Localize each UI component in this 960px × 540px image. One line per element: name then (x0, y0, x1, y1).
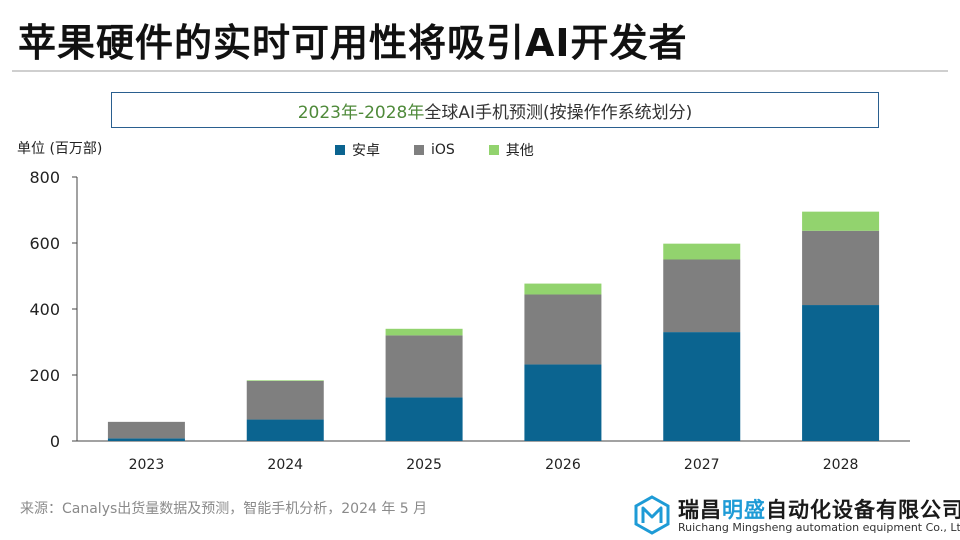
chart-title-text: 全球AI手机预测(按操作作系统划分) (424, 102, 693, 123)
bar-other-2027 (663, 243, 741, 260)
x-tick-label: 2026 (545, 457, 581, 473)
bar-other-2026 (524, 283, 602, 295)
chart-legend: 安卓 iOS 其他 (335, 140, 534, 160)
y-axis-unit-label: 单位 (百万部) (17, 141, 103, 157)
brand-watermark: 瑞昌明盛自动化设备有限公司 Ruichang Mingsheng automat… (632, 493, 960, 537)
x-tick-label: 2023 (129, 457, 165, 473)
y-tick-label: 200 (29, 366, 60, 385)
brand-name-part1: 瑞昌 (678, 498, 722, 522)
bar-other-2025 (385, 328, 463, 336)
bar-android-2023 (107, 438, 185, 441)
x-tick-label: 2025 (406, 457, 442, 473)
bar-android-2025 (385, 397, 463, 441)
page-title: 苹果硬件的实时可用性将吸引AI开发者 (18, 21, 688, 65)
bar-ios-2028 (802, 230, 880, 306)
legend-swatch-android (335, 145, 345, 155)
x-tick-label: 2024 (267, 457, 303, 473)
y-tick-label: 800 (29, 168, 60, 187)
legend-label-android: 安卓 (352, 143, 380, 159)
bar-android-2027 (663, 332, 741, 441)
legend-swatch-other (488, 145, 499, 155)
y-tick-label: 600 (29, 234, 60, 253)
bar-ios-2023 (107, 421, 185, 439)
source-note: 来源：Canalys出货量数据及预测，智能手机分析，2024 年 5 月 (20, 501, 428, 517)
x-tick-label: 2027 (684, 457, 720, 473)
bar-ios-2025 (385, 335, 463, 398)
chart-title-years: 2023年-2028年 (297, 102, 425, 123)
brand-subtitle: Ruichang Mingsheng automation equipment … (678, 521, 960, 534)
bar-other-2024 (246, 380, 324, 381)
brand-name-part2: 自动化设备有限公司 (766, 498, 960, 522)
bar-ios-2027 (663, 259, 741, 333)
hexagon-m-logo-icon (634, 495, 670, 535)
legend-item-ios: iOS (414, 142, 455, 158)
bar-android-2026 (524, 364, 602, 441)
x-tick-label: 2028 (823, 457, 859, 473)
bar-ios-2026 (524, 294, 602, 365)
brand-name-highlight: 明盛 (722, 498, 766, 522)
legend-swatch-ios (414, 145, 424, 155)
legend-label-ios: iOS (431, 142, 455, 158)
brand-name: 瑞昌明盛自动化设备有限公司 (678, 494, 960, 524)
bar-other-2028 (802, 211, 880, 231)
legend-label-other: 其他 (505, 143, 534, 159)
legend-item-android: 安卓 (335, 140, 380, 160)
bar-ios-2024 (246, 380, 324, 420)
legend-item-other: 其他 (488, 140, 534, 160)
y-tick-label: 0 (50, 432, 60, 451)
title-divider (12, 70, 948, 72)
y-tick-label: 400 (29, 300, 60, 319)
bar-android-2028 (802, 305, 880, 441)
chart-title: 2023年-2028年 全球AI手机预测(按操作作系统划分) (111, 92, 879, 128)
bar-android-2024 (246, 419, 324, 441)
